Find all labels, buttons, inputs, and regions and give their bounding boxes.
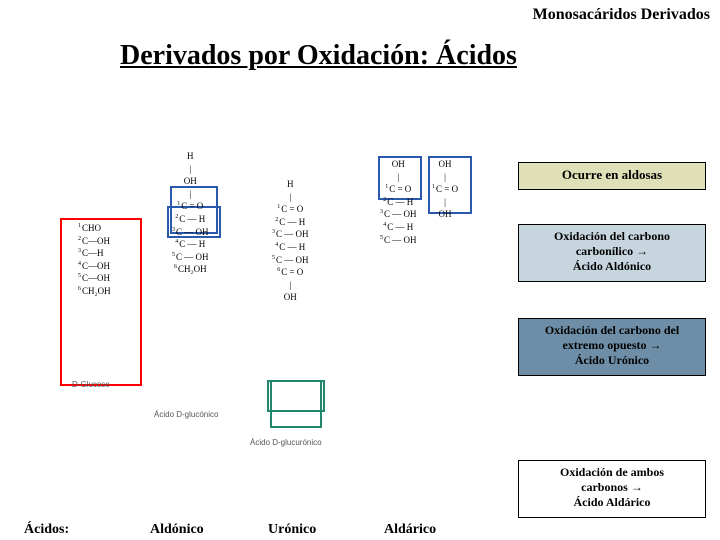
sidebox-1: Oxidación del carbonocarbonílico →Ácido …: [518, 224, 706, 282]
bottom-label: Ácidos:: [24, 522, 69, 538]
molecule-4: OH|1C = O|OH: [432, 158, 458, 221]
molecule-3: OH|1C = O2C — H3C — OH4C — H5C — OH: [380, 158, 417, 246]
sidebox-3: Oxidación de amboscarbonos →Ácido Aldári…: [518, 460, 706, 518]
molecule-1: H|OH|1C = O2C — H3C — OH4C — H5C — OH6CH…: [172, 150, 209, 276]
bottom-uronico: Urónico: [268, 522, 316, 538]
sidebox-2: Oxidación del carbono delextremo opuesto…: [518, 318, 706, 376]
topic-header: Monosacáridos Derivados: [533, 6, 710, 24]
bottom-aldonico: Aldónico: [150, 522, 204, 538]
molecule-2: H|1C = O2C — H3C — OH4C — H5C — OH6C = O…: [272, 178, 309, 304]
molecule-caption-0: D-Glucose: [72, 380, 110, 389]
bottom-aldarico: Aldárico: [384, 522, 436, 538]
sidebox-0: Ocurre en aldosas: [518, 162, 706, 190]
molecule-0: 1CHO2C—OH3C—H4C—OH5C—OH6CH₂OH: [78, 222, 111, 298]
molecule-caption-2: Ácido D-glucurónico: [250, 438, 322, 447]
highlight-box-4: [267, 380, 325, 412]
molecule-caption-1: Ácido D-glucónico: [154, 410, 218, 419]
page-title: Derivados por Oxidación: Ácidos: [120, 40, 517, 72]
